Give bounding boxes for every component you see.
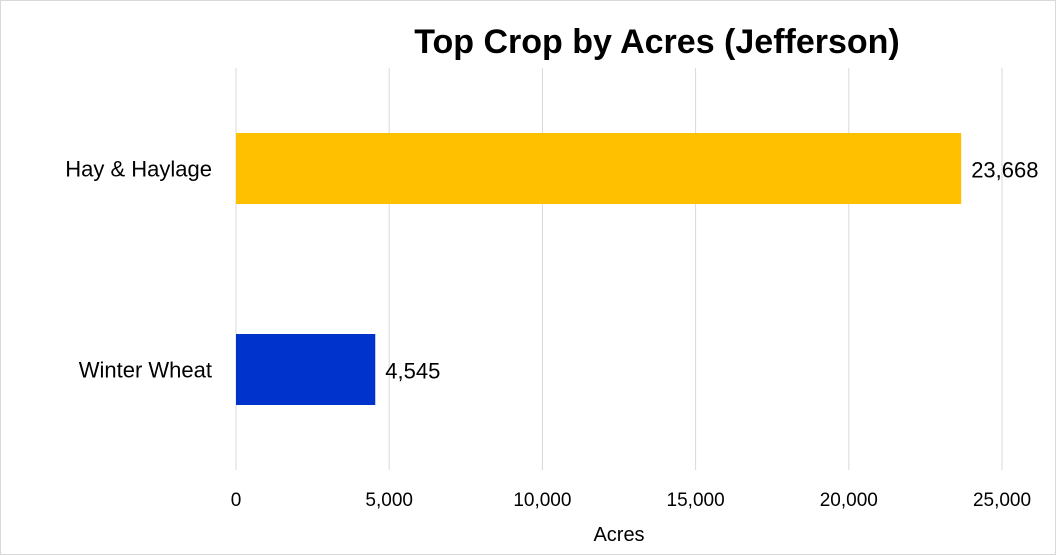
gridlines xyxy=(235,68,1003,470)
bars xyxy=(236,133,962,405)
data-label: 23,668 xyxy=(971,158,1038,183)
data-label: 4,545 xyxy=(385,359,440,384)
x-tick-label: 20,000 xyxy=(820,490,878,511)
x-tick-labels: 0 5,000 10,000 15,000 20,000 25,000 xyxy=(231,490,1031,511)
category-labels: Hay & Haylage Winter Wheat xyxy=(65,157,212,383)
category-label: Hay & Haylage xyxy=(65,157,212,182)
category-label: Winter Wheat xyxy=(79,358,212,383)
x-tick-label: 15,000 xyxy=(667,490,725,511)
data-labels: 23,668 4,545 xyxy=(385,158,1038,384)
x-tick-label: 0 xyxy=(231,490,242,511)
chart-title: Top Crop by Acres (Jefferson) xyxy=(414,23,900,61)
x-tick-label: 10,000 xyxy=(513,490,571,511)
bar xyxy=(236,133,962,204)
x-tick-label: 5,000 xyxy=(365,490,413,511)
bar xyxy=(236,334,376,405)
x-axis-title: Acres xyxy=(593,524,644,546)
x-tick-label: 25,000 xyxy=(973,490,1031,511)
